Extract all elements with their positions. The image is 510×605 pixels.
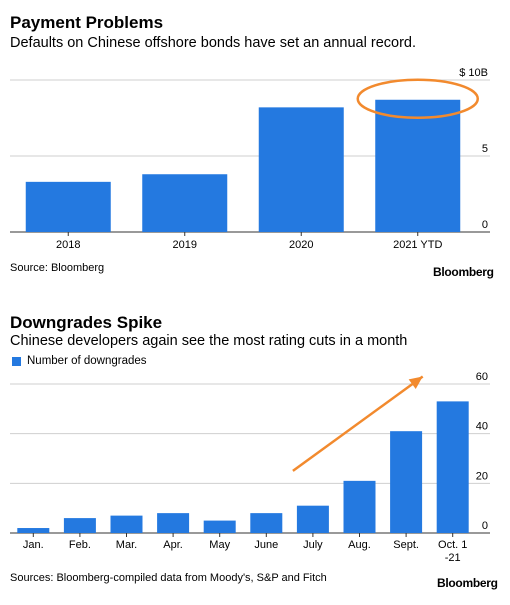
x-tick-label: Oct. 1	[438, 539, 467, 551]
chart2-legend: Number of downgrades	[12, 355, 147, 367]
bar	[375, 99, 461, 232]
x-tick-label: May	[209, 539, 230, 551]
chart2-plot: 0 20 40 60 Jan. Feb. Mar. Apr. May June July Aug. Se…	[10, 371, 490, 564]
bar	[203, 520, 236, 533]
chart1-brand-logo: Bloomberg	[433, 265, 494, 279]
y-tick-label: 60	[476, 371, 488, 383]
annotation-arrow-head	[408, 376, 423, 390]
x-tick-label: -21	[445, 552, 461, 564]
x-tick-label: Apr.	[163, 539, 183, 551]
bar	[390, 431, 423, 533]
bar	[17, 528, 50, 533]
x-tick-label: 2018	[56, 239, 80, 251]
bar	[296, 505, 329, 533]
y-tick-label: 0	[482, 520, 488, 532]
y-tick-label: 5	[482, 143, 488, 155]
x-tick-label: July	[303, 539, 323, 551]
annotation-ellipse	[356, 78, 479, 120]
x-tick-label: 2019	[173, 239, 197, 251]
bar	[250, 513, 283, 533]
y-tick-label: 40	[476, 421, 488, 433]
x-tick-label: 2021 YTD	[393, 239, 442, 251]
bar	[25, 181, 111, 232]
chart1-subtitle: Defaults on Chinese offshore bonds have …	[10, 35, 416, 51]
bar	[157, 513, 190, 533]
chart2-brand-logo: Bloomberg	[437, 576, 498, 590]
y-tick-label: 20	[476, 470, 488, 482]
x-tick-label: Mar.	[116, 539, 137, 551]
chart2-source: Sources: Bloomberg-compiled data from Mo…	[10, 572, 327, 584]
legend-swatch	[12, 356, 21, 366]
annotation-arrow-line	[292, 375, 424, 472]
bar	[110, 515, 143, 533]
chart2-title: Downgrades Spike	[10, 313, 163, 332]
x-tick-label: 2020	[289, 239, 313, 251]
chart1-plot: 0 5 $ 10B 2018 2019 2020 2021 YTD	[10, 67, 490, 251]
bar	[436, 401, 469, 533]
bar	[142, 174, 228, 232]
bar	[343, 480, 376, 533]
x-tick-label: Sept.	[393, 539, 419, 551]
y-tick-label: $ 10B	[459, 67, 488, 79]
chart2-subtitle: Chinese developers again see the most ra…	[10, 333, 408, 349]
bar	[258, 107, 344, 232]
legend-label: Number of downgrades	[27, 355, 147, 367]
x-tick-label: Feb.	[69, 539, 91, 551]
bar	[63, 518, 96, 533]
chart1-title: Payment Problems	[10, 13, 164, 32]
y-tick-label: 0	[482, 219, 488, 231]
x-tick-label: June	[254, 539, 278, 551]
x-tick-label: Aug.	[348, 539, 371, 551]
chart1-source: Source: Bloomberg	[10, 262, 105, 274]
x-tick-label: Jan.	[23, 539, 44, 551]
